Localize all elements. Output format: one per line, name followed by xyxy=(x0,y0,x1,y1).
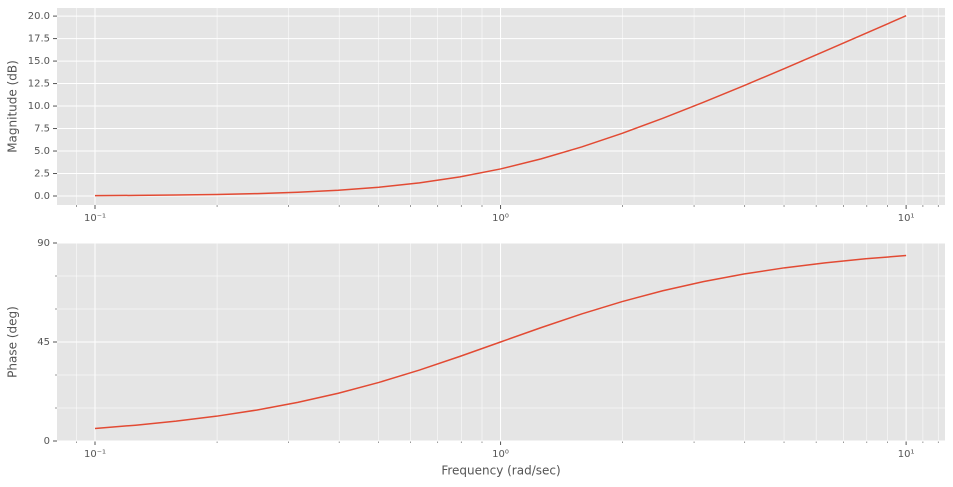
y-tick-label: 7.5 xyxy=(34,124,50,135)
y-tick-label: 2.5 xyxy=(34,169,50,180)
y-tick-label: 17.5 xyxy=(28,34,50,45)
x-tick-label: 10¹ xyxy=(898,449,915,460)
y-tick-label: 45 xyxy=(37,337,50,348)
y-tick-label: 90 xyxy=(37,238,50,249)
y-tick-label: 0 xyxy=(44,436,50,447)
x-tick-label: 10¹ xyxy=(898,213,915,224)
series-line xyxy=(94,254,907,430)
series-line xyxy=(94,15,907,197)
y-tick-label: 0.0 xyxy=(34,191,50,202)
y-tick-label: 10.0 xyxy=(28,101,50,112)
x-tick-label: 10⁻¹ xyxy=(84,449,106,460)
y-axis-label: Phase (deg) xyxy=(6,306,20,378)
y-tick-label: 12.5 xyxy=(28,79,50,90)
y-tick-label: 5.0 xyxy=(34,146,50,157)
y-axis-label: Magnitude (dB) xyxy=(6,60,20,153)
x-axis-label: Frequency (rad/sec) xyxy=(441,464,560,478)
x-tick-label: 10⁰ xyxy=(492,449,509,460)
y-tick-label: 15.0 xyxy=(28,56,50,67)
x-tick-label: 10⁻¹ xyxy=(84,213,106,224)
x-tick-label: 10⁰ xyxy=(492,213,509,224)
y-tick-label: 20.0 xyxy=(28,11,50,22)
